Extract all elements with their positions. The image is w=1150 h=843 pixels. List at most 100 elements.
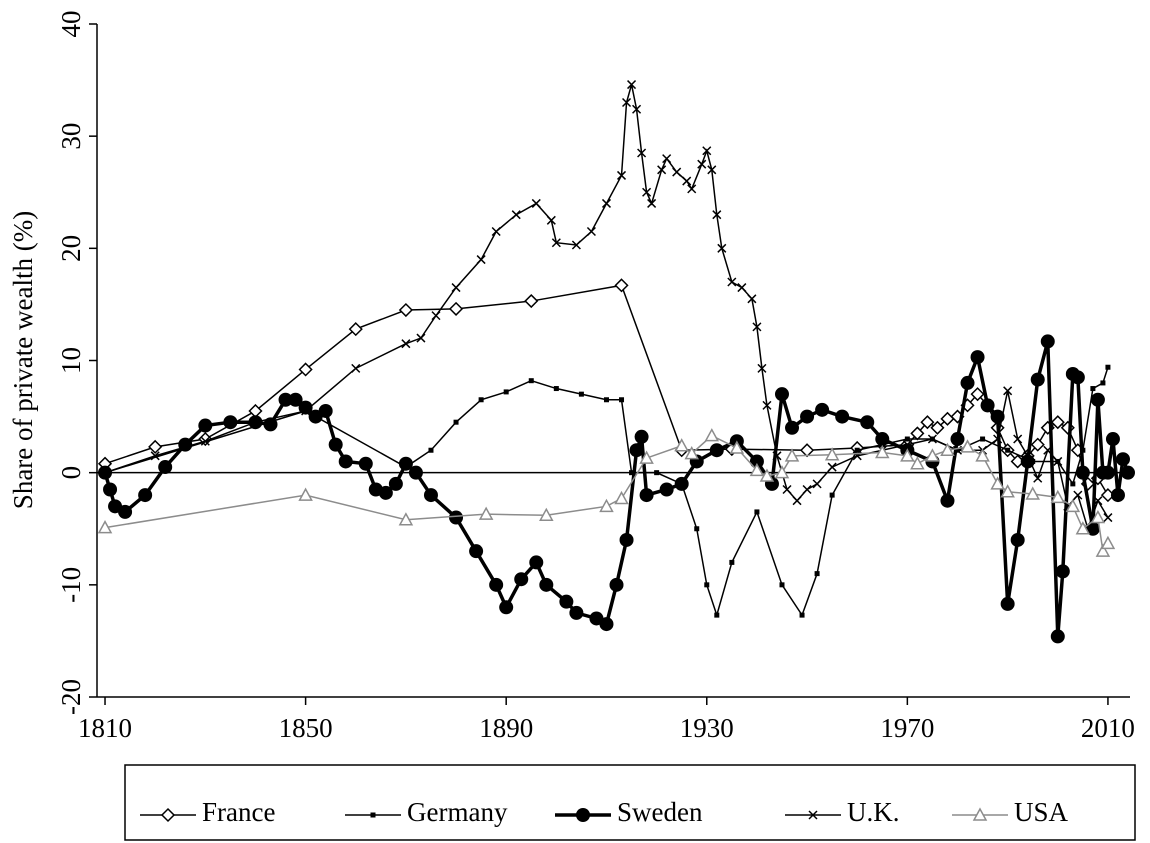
marker [712,210,722,220]
marker [423,488,438,503]
marker [1055,564,1070,579]
x-tick-label: 1930 [680,713,734,743]
marker [1013,434,1023,444]
marker [920,415,935,430]
marker [737,283,747,293]
marker [990,476,1005,490]
marker [762,400,772,410]
marker [672,167,682,177]
marker [489,577,504,592]
marker [682,176,692,186]
marker [559,594,574,609]
marker [431,311,441,321]
marker [1100,465,1115,480]
marker [1070,370,1085,385]
marker [358,456,373,471]
marker [799,612,805,618]
marker [1090,509,1106,524]
marker [278,392,293,407]
series-line [104,434,1109,554]
marker [902,440,912,450]
marker [910,456,925,470]
marker [694,526,700,532]
marker [223,415,238,430]
marker [970,350,985,365]
marker [263,417,278,432]
marker [578,391,584,397]
marker [1105,432,1120,447]
marker [1003,386,1013,396]
marker [1110,488,1125,503]
marker [1030,437,1045,452]
marker [318,403,333,418]
marker [1115,452,1130,467]
marker [97,520,113,534]
marker [118,504,133,519]
marker [1093,496,1103,506]
marker [614,490,629,505]
marker [478,397,484,403]
marker [469,544,484,559]
marker [687,184,697,194]
marker [1000,596,1015,611]
marker [571,240,581,250]
marker [551,238,561,248]
marker [980,398,995,413]
marker [398,456,413,471]
marker [875,432,890,447]
marker [642,187,652,197]
marker [1043,445,1053,455]
marker [178,437,193,452]
marker [401,339,411,349]
marker [1010,532,1025,547]
marker [827,462,837,472]
marker [1095,543,1111,557]
marker [904,436,910,442]
marker [900,448,915,462]
marker [647,198,657,208]
marker [416,333,426,343]
series-line [104,84,1109,532]
marker [875,444,890,459]
marker [752,322,762,332]
marker [398,512,414,526]
marker [100,468,110,478]
marker [1103,513,1113,523]
marker [815,402,830,417]
marker [599,617,614,632]
legend-label: France [202,797,275,827]
marker [980,436,986,442]
x-tick-label: 1810 [78,713,132,743]
marker [348,322,363,337]
marker [757,363,767,373]
marker [774,387,789,402]
marker [1050,629,1065,644]
marker [627,80,637,90]
series-line [104,284,1109,496]
marker [288,392,303,407]
marker [491,226,501,237]
legend-label: Germany [407,797,508,827]
marker [1090,392,1105,407]
marker [250,417,260,427]
marker [1050,489,1066,504]
marker [553,386,559,392]
marker [782,484,792,495]
marker [524,293,539,309]
marker [754,509,760,515]
marker [940,442,955,456]
marker [727,277,737,287]
marker [511,210,521,220]
marker [629,443,644,458]
marker [586,226,596,237]
marker [476,255,486,265]
marker [158,460,173,475]
marker [408,465,423,480]
marker [449,510,464,525]
legend-label: USA [1014,797,1069,827]
x-tick-label: 2010 [1081,713,1135,743]
marker [1033,473,1043,483]
marker [619,397,625,403]
x-tick-label: 1850 [279,713,333,743]
marker [601,198,612,208]
